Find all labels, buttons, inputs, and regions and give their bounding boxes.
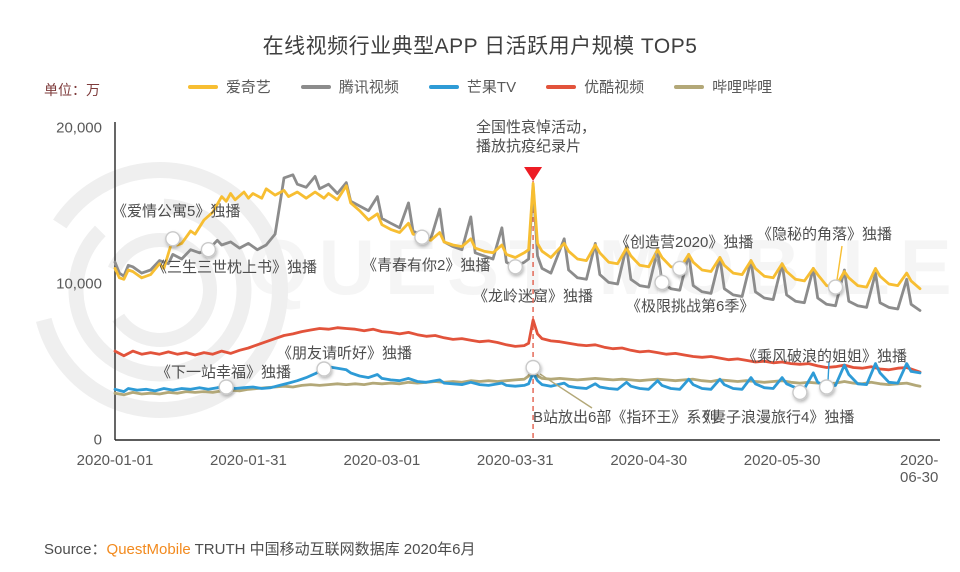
annotation-label: 《龙岭迷窟》独播: [473, 288, 594, 305]
annotation-label: 《爱情公寓5》独播: [112, 203, 241, 220]
event-marker: [218, 379, 234, 395]
annotation-callout: [827, 361, 830, 382]
x-axis-tick-label: 2020-01-31: [210, 452, 287, 469]
event-marker: [792, 384, 808, 401]
event-triangle-icon: [524, 167, 543, 181]
legend-item-芒果TV[interactable]: 芒果TV: [428, 76, 517, 97]
legend-label: 爱奇艺: [225, 79, 271, 96]
annotation-label: 《青春有你2》独播: [362, 257, 491, 274]
event-marker: [507, 259, 523, 275]
event-marker: [414, 229, 430, 245]
x-axis-tick-label: 2020-05-30: [743, 452, 821, 469]
event-marker: [654, 274, 670, 291]
legend-item-爱奇艺[interactable]: 爱奇艺: [187, 76, 271, 97]
legend: 爱奇艺 腾讯视频 芒果TV 优酷视频 哔哩哔哩: [0, 76, 960, 97]
legend-swatch: [300, 84, 331, 89]
legend-swatch: [674, 84, 705, 89]
annotation-label: 《极限挑战第6季》: [626, 298, 755, 315]
annotation-label: 《妻子浪漫旅行4》独播: [696, 409, 855, 426]
annotation-label: 《创造营2020》独播: [615, 234, 754, 251]
x-axis-tick-label: 2020-04-30: [610, 452, 688, 469]
legend-label: 哔哩哔哩: [712, 79, 773, 96]
event-marker: [316, 361, 332, 377]
series-line-优酷视频: [113, 318, 922, 374]
y-axis-tick-label: 10,000: [56, 275, 102, 293]
legend-label: 腾讯视频: [338, 79, 399, 96]
x-axis-tick-label: 2020-06-30: [900, 452, 939, 486]
event-marker: [827, 279, 844, 295]
y-axis-tick-label: 20,000: [56, 119, 102, 137]
legend-item-腾讯视频[interactable]: 腾讯视频: [300, 76, 399, 97]
legend-swatch: [187, 84, 218, 89]
x-axis-tick-label: 2020-03-31: [476, 452, 554, 469]
legend-label: 芒果TV: [466, 79, 517, 96]
unit-label: 单位：万: [44, 82, 100, 98]
event-marker: [525, 359, 541, 376]
annotation-label: 《乘风破浪的姐姐》独播: [742, 348, 908, 365]
legend-swatch: [546, 84, 577, 89]
annotation-label: B站放出6部《指环王》系列: [533, 409, 717, 426]
page-title: 在线视频行业典型APP 日活跃用户规模 TOP5: [262, 35, 698, 58]
annotation-callout: [654, 252, 662, 276]
annotation-callout: [539, 373, 593, 409]
event-marker: [165, 231, 181, 247]
x-axis-tick-label: 2020-01-01: [76, 452, 154, 469]
series-line-爱奇艺: [113, 182, 922, 291]
annotation-callout: [836, 245, 843, 281]
y-axis-tick-label: 0: [93, 431, 102, 449]
legend-label: 优酷视频: [584, 79, 645, 96]
watermark-ring: [68, 198, 252, 382]
legend-swatch: [428, 84, 459, 89]
event-marker: [200, 241, 217, 258]
legend-item-哔哩哔哩[interactable]: 哔哩哔哩: [674, 76, 772, 97]
annotation-label: 《隐秘的角落》独播: [757, 226, 893, 243]
source-brand: QuestMobile: [106, 541, 191, 558]
annotation-label: 《朋友请听好》独播: [277, 345, 413, 362]
source-line: Source：QuestMobile TRUTH 中国移动互联网数据库 2020…: [44, 538, 476, 559]
source-prefix: Source：: [44, 541, 107, 558]
annotation-label: 《三生三世枕上书》独播: [152, 259, 318, 276]
event-label: 全国性哀悼活动， 播放抗疫纪录片: [476, 119, 597, 155]
event-marker: [818, 379, 835, 395]
legend-item-优酷视频[interactable]: 优酷视频: [546, 76, 644, 97]
event-marker: [672, 260, 688, 277]
annotation-label: 《下一站幸福》独播: [156, 364, 292, 381]
x-axis-tick-label: 2020-03-01: [343, 452, 421, 469]
source-suffix: TRUTH 中国移动互联网数据库 2020年6月: [190, 541, 476, 558]
